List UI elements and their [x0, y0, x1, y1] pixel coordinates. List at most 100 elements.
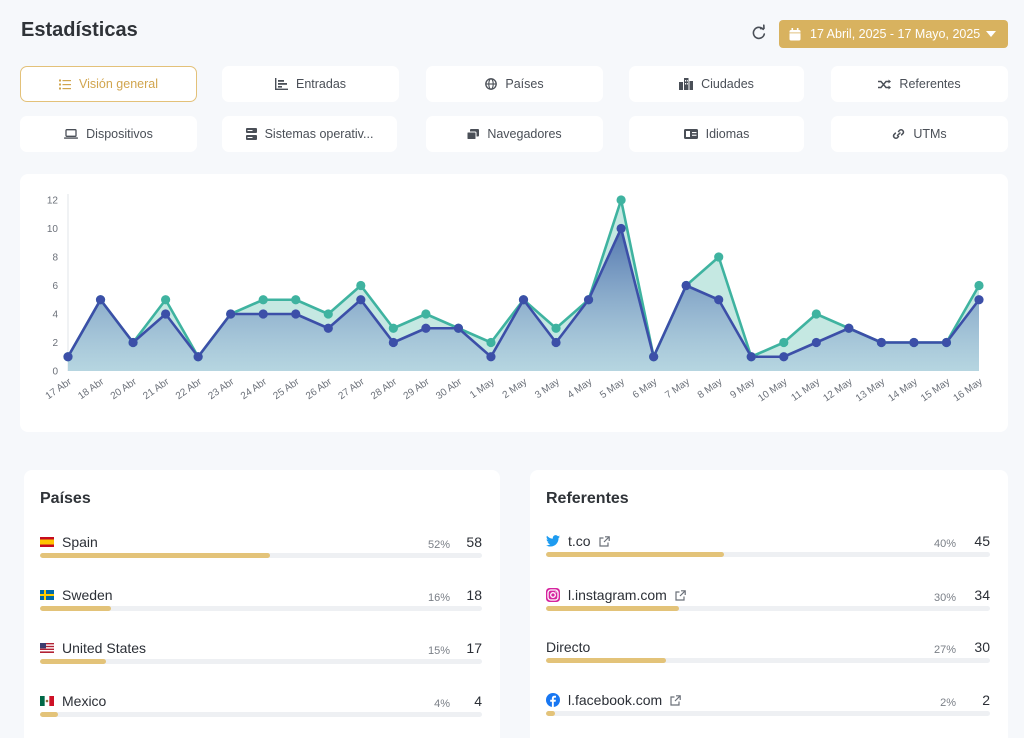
country-label: Sweden: [62, 587, 113, 603]
sweden-flag-icon: [40, 590, 54, 600]
y-tick-label: 8: [52, 253, 58, 264]
referrer-row[interactable]: l.instagram.com 30% 34: [546, 587, 990, 627]
x-tick-label: 5 May: [598, 376, 627, 401]
countries-card: Países Spain 52% 58 Sweden 16% 18 United…: [24, 470, 500, 738]
data-point-teal: [551, 323, 561, 333]
date-range-button[interactable]: 17 Abril, 2025 - 17 Mayo, 2025: [779, 20, 1008, 48]
data-point-blue: [583, 295, 594, 305]
x-tick-label: 23 Abr: [206, 376, 237, 402]
data-point-blue: [226, 309, 236, 319]
spain-flag-icon: [40, 537, 54, 547]
laptop-icon: [64, 129, 79, 139]
tab-paises[interactable]: Países: [426, 66, 603, 102]
referrer-count: 30: [974, 639, 990, 655]
data-point-blue: [193, 352, 203, 362]
globe-icon: [485, 78, 498, 90]
x-tick-label: 1 May: [468, 376, 497, 401]
data-point-teal: [161, 295, 171, 305]
progress-bar: [40, 553, 482, 558]
data-point-teal: [291, 295, 301, 305]
referrer-row[interactable]: l.facebook.com 2% 2: [546, 692, 990, 732]
tab-referentes[interactable]: Referentes: [831, 66, 1008, 102]
usa-flag-icon: [40, 643, 54, 653]
x-tick-label: 21 Abr: [141, 376, 172, 402]
country-label: Mexico: [62, 693, 107, 709]
data-point-blue: [128, 337, 138, 348]
x-tick-label: 10 May: [756, 376, 789, 404]
external-link-icon[interactable]: [675, 589, 686, 601]
country-percent: 4%: [434, 698, 450, 710]
data-point-blue: [681, 280, 691, 291]
country-percent: 52%: [427, 539, 450, 551]
progress-fill: [546, 552, 724, 557]
data-point-blue: [453, 323, 464, 333]
country-row[interactable]: United States 15% 17: [40, 640, 482, 680]
country-row[interactable]: Sweden 16% 18: [40, 587, 482, 627]
data-point-teal: [421, 309, 431, 319]
windows-icon: [467, 128, 480, 140]
x-tick-label: 22 Abr: [174, 376, 205, 402]
x-tick-label: 13 May: [854, 376, 887, 404]
y-tick-label: 10: [47, 224, 59, 235]
x-tick-label: 29 Abr: [402, 376, 433, 402]
tab-idiomas[interactable]: Idiomas: [629, 116, 804, 152]
tab-ciudades[interactable]: Ciudades: [629, 66, 804, 102]
country-percent: 15%: [427, 645, 450, 657]
calendar-icon: [789, 27, 801, 40]
progress-bar: [546, 552, 990, 557]
data-point-blue: [323, 323, 333, 333]
country-count: 18: [466, 587, 482, 603]
x-tick-label: 28 Abr: [369, 376, 400, 402]
referrer-count: 45: [974, 533, 990, 549]
x-tick-label: 14 May: [886, 376, 919, 404]
tab-label: Referentes: [899, 77, 961, 91]
country-count: 58: [466, 534, 482, 550]
data-point-teal: [486, 337, 496, 348]
tab-label: UTMs: [913, 127, 947, 141]
data-point-blue: [779, 352, 789, 362]
data-point-blue: [941, 337, 952, 348]
data-point-teal: [974, 280, 984, 291]
data-point-blue: [486, 352, 496, 362]
data-point-blue: [811, 337, 821, 348]
data-point-blue: [161, 309, 171, 319]
tab-label: Países: [505, 77, 544, 91]
twitter-icon: [546, 535, 560, 547]
tab-label: Idiomas: [705, 127, 750, 141]
referrer-row[interactable]: Directo 27% 30: [546, 639, 990, 679]
external-link-icon[interactable]: [598, 535, 610, 547]
refresh-icon[interactable]: [750, 24, 768, 42]
x-tick-label: 16 May: [952, 376, 985, 404]
tab-utms[interactable]: UTMs: [831, 116, 1008, 152]
data-point-blue: [649, 352, 659, 362]
tab-dispositivos[interactable]: Dispositivos: [20, 116, 197, 152]
server-icon: [245, 128, 257, 140]
referrer-label: t.co: [568, 533, 591, 549]
referrer-row[interactable]: t.co 40% 45: [546, 533, 990, 573]
data-point-teal: [811, 309, 821, 319]
tab-vision-general[interactable]: Visión general: [20, 66, 197, 102]
visits-chart-card: 0 2 4 6 8 10 12 17 Abr 18 Abr 20 Abr 21 Abr 22 Abr 2…: [20, 174, 1008, 432]
referrer-percent: 2%: [940, 697, 956, 709]
data-point-teal: [388, 323, 398, 333]
x-tick-label: 24 Abr: [239, 376, 270, 402]
data-point-blue: [291, 309, 301, 319]
country-row[interactable]: Mexico 4% 4: [40, 693, 482, 733]
country-row[interactable]: Spain 52% 58: [40, 534, 482, 574]
referrer-label: l.facebook.com: [568, 692, 663, 708]
link-icon: [892, 128, 905, 140]
external-link-icon[interactable]: [670, 694, 681, 706]
date-range-label: 17 Abril, 2025 - 17 Mayo, 2025: [810, 27, 981, 41]
data-point-teal: [779, 337, 789, 348]
tab-sistemas-operativos[interactable]: Sistemas operativ...: [222, 116, 397, 152]
progress-fill: [546, 606, 680, 611]
data-point-blue: [388, 337, 398, 348]
bar-chart-icon: [274, 78, 288, 90]
x-tick-label: 30 Abr: [434, 376, 465, 402]
progress-bar: [546, 711, 990, 716]
facebook-icon: [546, 693, 560, 707]
tab-navegadores[interactable]: Navegadores: [426, 116, 603, 152]
referrer-percent: 27%: [933, 644, 956, 656]
referrer-label: Directo: [546, 639, 591, 655]
tab-entradas[interactable]: Entradas: [222, 66, 399, 102]
